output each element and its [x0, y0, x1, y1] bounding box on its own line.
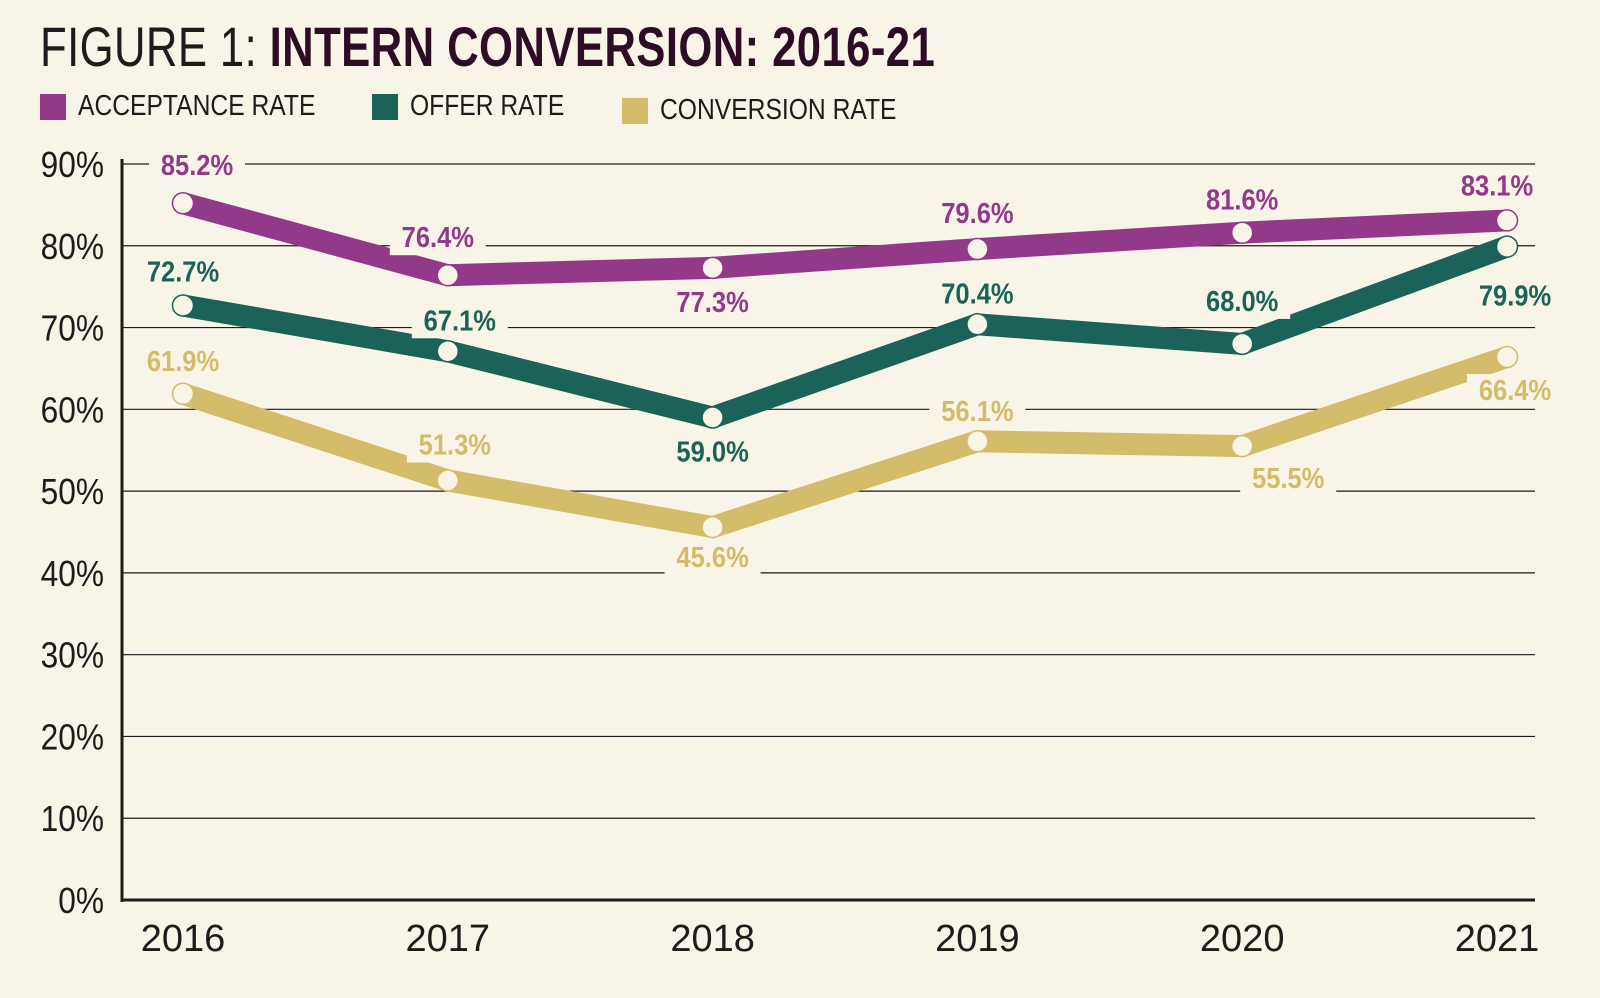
data-point: [436, 469, 460, 492]
data-label: 66.4%: [1479, 373, 1551, 406]
series-acceptance-rate: [171, 192, 1519, 287]
data-label-bg: [1194, 284, 1291, 319]
data-point: [966, 313, 989, 336]
x-tick-label: 2018: [670, 918, 755, 960]
y-tick-label: 20%: [41, 718, 104, 758]
chart-title: FIGURE 1: INTERN CONVERSION: 2016-21: [40, 14, 935, 79]
legend-swatch: [622, 97, 648, 124]
x-tick-label: 2021: [1455, 918, 1540, 960]
data-label: 59.0%: [676, 435, 748, 468]
data-label: 67.1%: [424, 304, 496, 337]
y-tick-label: 50%: [41, 472, 104, 512]
data-label: 72.7%: [147, 255, 219, 288]
y-tick-label: 0%: [58, 881, 104, 921]
data-label: 83.1%: [1461, 169, 1533, 202]
series-offer-rate: [171, 235, 1519, 429]
title-main: INTERN CONVERSION: 2016-21: [269, 15, 936, 78]
y-tick-label: 60%: [41, 390, 104, 430]
data-label: 79.6%: [941, 197, 1013, 230]
data-label-bg: [149, 149, 245, 184]
data-point: [171, 294, 195, 317]
y-tick-label: 70%: [41, 309, 104, 349]
data-label-bg: [929, 277, 1026, 312]
data-label-bg: [1240, 462, 1337, 497]
data-label: 76.4%: [402, 221, 474, 254]
data-point: [701, 515, 724, 539]
data-point: [436, 340, 460, 363]
series-line: [172, 192, 1518, 287]
series-conversion-rate: [171, 345, 1519, 539]
x-tick-label: 2019: [935, 918, 1020, 960]
data-label: 79.9%: [1479, 279, 1551, 312]
legend-item-offer: OFFER RATE: [372, 90, 592, 123]
data-label: 45.6%: [676, 541, 748, 574]
x-tick-label: 2016: [141, 918, 226, 960]
data-point: [701, 256, 724, 280]
data-point: [966, 237, 989, 261]
x-tick-label: 2017: [406, 918, 491, 960]
data-label-bg: [135, 344, 231, 379]
data-label-bg: [406, 428, 503, 463]
y-tick-label: 40%: [41, 554, 104, 594]
data-point: [1495, 235, 1519, 258]
data-point: [436, 263, 460, 287]
y-tick-label: 90%: [41, 145, 104, 185]
series-line: [172, 345, 1518, 539]
data-label: 61.9%: [147, 344, 219, 377]
data-point: [171, 382, 195, 406]
legend-swatch: [372, 93, 398, 120]
legend-item-conversion: CONVERSION RATE: [622, 94, 938, 127]
x-tick-label: 2020: [1200, 918, 1285, 960]
data-label-bg: [1467, 279, 1563, 314]
data-label-bg: [664, 435, 761, 470]
data-point: [701, 406, 724, 429]
data-label: 85.2%: [161, 149, 233, 182]
data-label-bg: [1194, 183, 1291, 218]
data-label: 70.4%: [941, 277, 1013, 310]
data-label-bg: [135, 255, 231, 290]
legend-label: OFFER RATE: [410, 90, 565, 122]
y-tick-label: 80%: [41, 227, 104, 267]
y-tick-label: 10%: [41, 799, 104, 839]
data-point: [1230, 434, 1254, 458]
data-label-bg: [929, 197, 1026, 232]
data-label-bg: [664, 541, 761, 576]
data-label-bg: [1467, 373, 1563, 408]
data-label: 81.6%: [1206, 183, 1278, 216]
data-label: 56.1%: [941, 395, 1013, 428]
legend-label: ACCEPTANCE RATE: [78, 90, 316, 122]
series-line: [172, 235, 1518, 429]
data-point: [1230, 332, 1254, 356]
data-point: [171, 192, 195, 215]
data-point: [966, 429, 989, 453]
data-point: [1495, 209, 1519, 232]
data-label-bg: [1449, 169, 1545, 204]
data-label-bg: [389, 221, 486, 256]
legend-label: CONVERSION RATE: [660, 94, 897, 126]
data-label: 77.3%: [676, 285, 748, 318]
data-label-bg: [664, 285, 761, 320]
data-point: [1230, 221, 1254, 244]
y-tick-label: 30%: [41, 636, 104, 676]
data-label: 55.5%: [1252, 462, 1324, 495]
data-label: 68.0%: [1206, 284, 1278, 317]
data-point: [1495, 345, 1519, 369]
legend-item-acceptance: ACCEPTANCE RATE: [40, 90, 357, 123]
data-label-bg: [411, 304, 508, 339]
legend-swatch: [40, 93, 66, 120]
data-label-bg: [929, 395, 1026, 430]
title-prefix: FIGURE 1:: [40, 15, 258, 78]
data-label: 51.3%: [419, 428, 491, 461]
